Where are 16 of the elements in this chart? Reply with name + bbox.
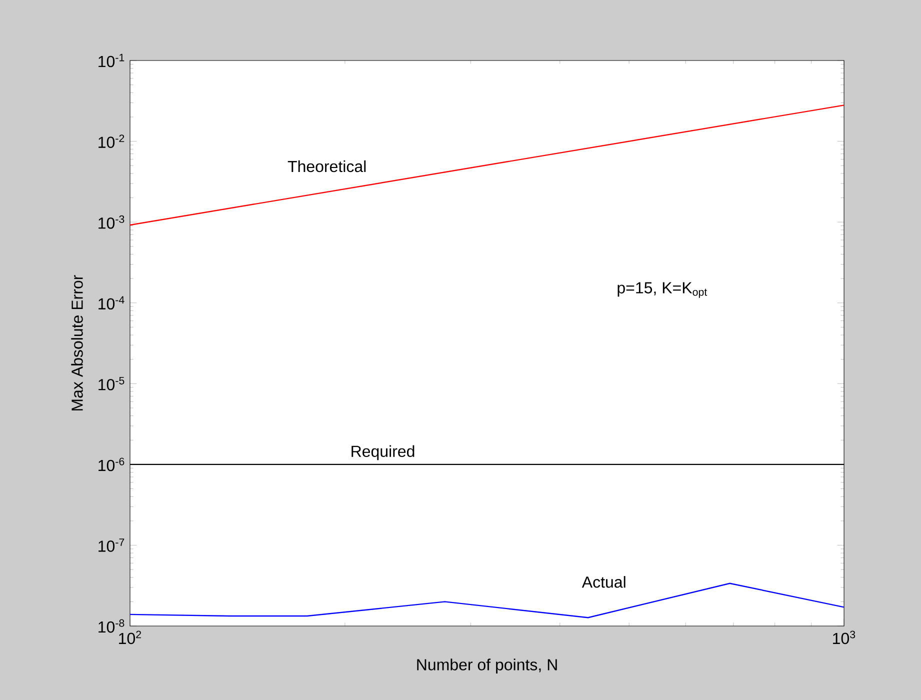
y-axis-title: Max Absolute Error — [71, 275, 83, 410]
y-tick-label: 10$^{-5}$ — [98, 377, 124, 390]
y-tick-label: 10$^{-1}$ — [98, 54, 124, 68]
y-tick-label: 10$^{-3}$ — [98, 215, 124, 229]
y-tick-label: 10$^{-8}$ — [98, 619, 124, 633]
y-tick-label: 10$^{-7}$ — [98, 538, 124, 552]
x-tick-label: 10$^{3}$ — [833, 630, 856, 644]
x-tick-label: 10$^{2}$ — [119, 630, 142, 644]
y-tick-label: 10$^{-4}$ — [98, 296, 124, 310]
annotation: Theoretical — [288, 160, 366, 172]
annotation: p=15, K=K$_{opt}$ — [618, 282, 708, 298]
annotation: Actual — [582, 576, 626, 588]
y-tick-label: 10$^{-2}$ — [98, 134, 124, 148]
x-axis-title: Number of points, N — [417, 658, 557, 674]
y-tick-label: 10$^{-6}$ — [98, 458, 124, 472]
ref-line-label: Required — [352, 445, 414, 460]
